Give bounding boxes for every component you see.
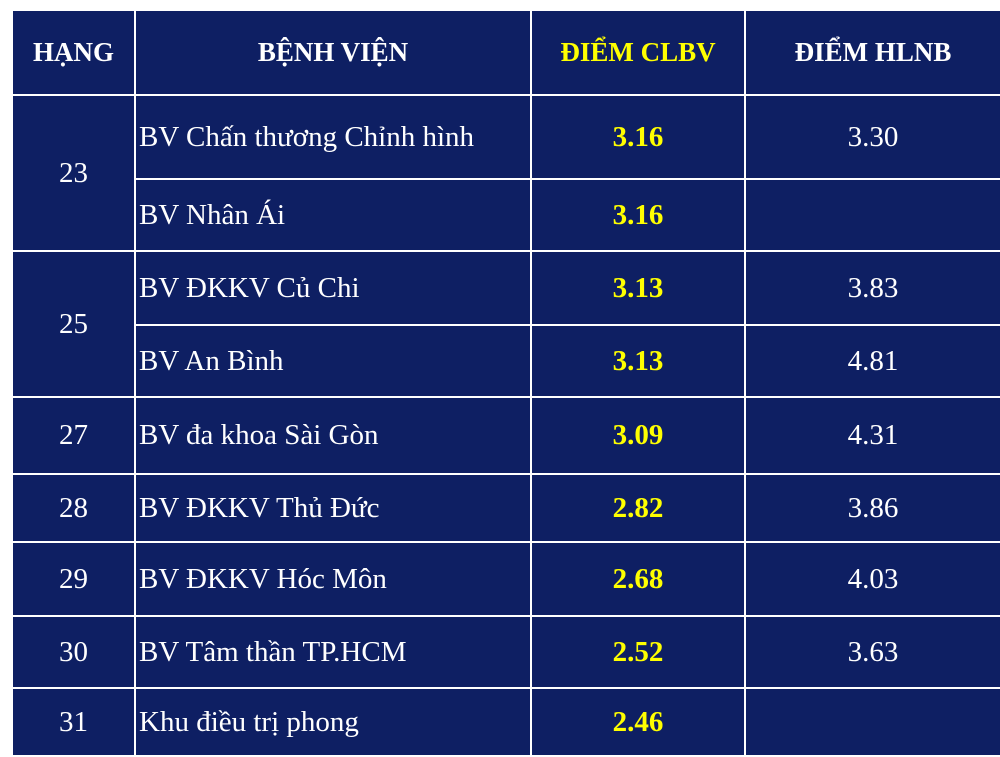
- hospital-cell: BV Tâm thần TP.HCM: [134, 615, 532, 689]
- rank-cell: 28: [11, 473, 136, 543]
- clbv-score-cell: 3.13: [530, 324, 746, 398]
- clbv-score-cell: 2.46: [530, 687, 746, 757]
- clbv-score-cell: 3.16: [530, 94, 746, 180]
- clbv-score-cell: 3.16: [530, 178, 746, 252]
- hlnb-score-cell: 4.81: [744, 324, 1000, 398]
- hlnb-score-cell: 3.86: [744, 473, 1000, 543]
- hospital-cell: BV Chấn thương Chỉnh hình: [134, 94, 532, 180]
- table-row: 30 BV Tâm thần TP.HCM 2.52 3.63: [11, 615, 1000, 689]
- table-row: 27 BV đa khoa Sài Gòn 3.09 4.31: [11, 396, 1000, 475]
- hlnb-score-cell: 4.31: [744, 396, 1000, 475]
- table-row: 31 Khu điều trị phong 2.46: [11, 687, 1000, 757]
- hospital-cell: BV đa khoa Sài Gòn: [134, 396, 532, 475]
- table-row: 28 BV ĐKKV Thủ Đức 2.82 3.86: [11, 473, 1000, 543]
- table-row: 29 BV ĐKKV Hóc Môn 2.68 4.03: [11, 541, 1000, 617]
- hlnb-score-cell: 4.03: [744, 541, 1000, 617]
- table-row: 25 BV ĐKKV Củ Chi 3.13 3.83: [11, 250, 1000, 398]
- hlnb-score-cell: [744, 687, 1000, 757]
- hospital-cell: BV ĐKKV Củ Chi: [134, 250, 532, 326]
- rank-cell: 27: [11, 396, 136, 475]
- hospital-cell: BV ĐKKV Thủ Đức: [134, 473, 532, 543]
- header-clbv-score: ĐIỂM CLBV: [530, 9, 746, 96]
- rank-cell: 31: [11, 687, 136, 757]
- clbv-score-cell: 3.13: [530, 250, 746, 326]
- table-row: BV An Bình 3.13 4.81: [12, 324, 1000, 398]
- clbv-score-cell: 3.09: [530, 396, 746, 475]
- hospital-cell: BV Nhân Ái: [134, 178, 532, 252]
- table-header-row: HẠNG BỆNH VIỆN ĐIỂM CLBV ĐIỂM HLNB: [11, 9, 1000, 96]
- table-row: BV Nhân Ái 3.16: [12, 178, 1000, 252]
- hlnb-score-cell: [744, 178, 1000, 252]
- header-rank: HẠNG: [11, 9, 136, 96]
- header-hlnb-score: ĐIỂM HLNB: [744, 9, 1000, 96]
- ranking-table-panel: HẠNG BỆNH VIỆN ĐIỂM CLBV ĐIỂM HLNB 23 BV…: [11, 9, 1000, 757]
- clbv-score-cell: 2.52: [530, 615, 746, 689]
- header-hospital: BỆNH VIỆN: [134, 9, 532, 96]
- rank-cell: 29: [11, 541, 136, 617]
- clbv-score-cell: 2.68: [530, 541, 746, 617]
- table-row: 23 BV Chấn thương Chỉnh hình 3.16 3.30: [11, 94, 1000, 252]
- rank-cell: 25: [11, 250, 136, 398]
- hospital-cell: Khu điều trị phong: [134, 687, 532, 757]
- clbv-score-cell: 2.82: [530, 473, 746, 543]
- rank-cell: 30: [11, 615, 136, 689]
- hospital-cell: BV ĐKKV Hóc Môn: [134, 541, 532, 617]
- hospital-cell: BV An Bình: [134, 324, 532, 398]
- hlnb-score-cell: 3.63: [744, 615, 1000, 689]
- hospital-ranking-table: HẠNG BỆNH VIỆN ĐIỂM CLBV ĐIỂM HLNB 23 BV…: [11, 9, 1000, 757]
- hlnb-score-cell: 3.83: [744, 250, 1000, 326]
- hlnb-score-cell: 3.30: [744, 94, 1000, 180]
- rank-cell: 23: [11, 94, 136, 252]
